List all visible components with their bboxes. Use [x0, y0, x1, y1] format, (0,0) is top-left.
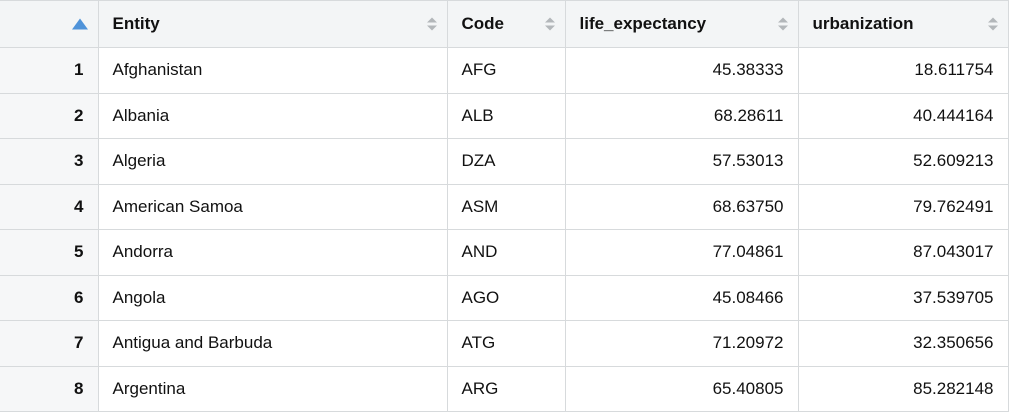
life-expectancy-cell: 77.04861 — [565, 229, 799, 276]
code-cell: AND — [447, 229, 566, 276]
entity-cell: Afghanistan — [98, 47, 448, 94]
row-number-cell: 3 — [0, 138, 99, 185]
code-cell: ASM — [447, 184, 566, 230]
life-expectancy-cell: 68.28611 — [565, 93, 799, 139]
urbanization-cell: 87.043017 — [798, 229, 1009, 276]
table-row[interactable]: 5 Andorra AND 77.04861 87.043017 — [0, 229, 1009, 276]
header-row: Entity Code life_expectancy urbanization — [0, 0, 1009, 48]
life-expectancy-cell: 71.20972 — [565, 320, 799, 367]
code-cell: AFG — [447, 47, 566, 94]
header-entity[interactable]: Entity — [98, 0, 448, 48]
entity-cell: American Samoa — [98, 184, 448, 230]
urbanization-cell: 79.762491 — [798, 184, 1009, 230]
sort-toggle-icon — [544, 17, 555, 31]
code-cell: AGO — [447, 275, 566, 321]
table-row[interactable]: 2 Albania ALB 68.28611 40.444164 — [0, 93, 1009, 139]
entity-cell: Argentina — [98, 366, 448, 412]
code-cell: DZA — [447, 138, 566, 185]
urbanization-cell: 85.282148 — [798, 366, 1009, 412]
header-urbanization[interactable]: urbanization — [798, 0, 1009, 48]
entity-cell: Angola — [98, 275, 448, 321]
life-expectancy-cell: 45.08466 — [565, 275, 799, 321]
row-number-cell: 6 — [0, 275, 99, 321]
header-life-expectancy[interactable]: life_expectancy — [565, 0, 799, 48]
table-row[interactable]: 3 Algeria DZA 57.53013 52.609213 — [0, 138, 1009, 185]
sort-toggle-icon — [987, 17, 998, 31]
entity-cell: Antigua and Barbuda — [98, 320, 448, 367]
table-row[interactable]: 7 Antigua and Barbuda ATG 71.20972 32.35… — [0, 320, 1009, 367]
life-expectancy-cell: 57.53013 — [565, 138, 799, 185]
code-cell: ALB — [447, 93, 566, 139]
table-row[interactable]: 6 Angola AGO 45.08466 37.539705 — [0, 275, 1009, 321]
entity-cell: Andorra — [98, 229, 448, 276]
urbanization-cell: 52.609213 — [798, 138, 1009, 185]
row-number-cell: 4 — [0, 184, 99, 230]
urbanization-cell: 40.444164 — [798, 93, 1009, 139]
life-expectancy-cell: 65.40805 — [565, 366, 799, 412]
row-number-cell: 1 — [0, 47, 99, 94]
header-row-number[interactable] — [0, 0, 99, 48]
sort-toggle-icon — [426, 17, 437, 31]
urbanization-cell: 32.350656 — [798, 320, 1009, 367]
code-cell: ARG — [447, 366, 566, 412]
life-expectancy-cell: 68.63750 — [565, 184, 799, 230]
header-code[interactable]: Code — [447, 0, 566, 48]
header-urbanization-label: urbanization — [812, 14, 914, 33]
sort-toggle-icon — [777, 17, 788, 31]
table-row[interactable]: 4 American Samoa ASM 68.63750 79.762491 — [0, 184, 1009, 230]
code-cell: ATG — [447, 320, 566, 367]
table-row[interactable]: 1 Afghanistan AFG 45.38333 18.611754 — [0, 47, 1009, 94]
urbanization-cell: 18.611754 — [798, 47, 1009, 94]
life-expectancy-cell: 45.38333 — [565, 47, 799, 94]
header-entity-label: Entity — [112, 14, 160, 33]
row-number-cell: 8 — [0, 366, 99, 412]
row-number-cell: 5 — [0, 229, 99, 276]
row-number-cell: 2 — [0, 93, 99, 139]
header-life-expectancy-label: life_expectancy — [579, 14, 707, 33]
row-number-cell: 7 — [0, 320, 99, 367]
table-row[interactable]: 8 Argentina ARG 65.40805 85.282148 — [0, 366, 1009, 412]
entity-cell: Algeria — [98, 138, 448, 185]
table-body: 1 Afghanistan AFG 45.38333 18.611754 2 A… — [0, 47, 1009, 412]
header-code-label: Code — [461, 14, 505, 33]
entity-cell: Albania — [98, 93, 448, 139]
sort-ascending-icon — [71, 18, 88, 30]
urbanization-cell: 37.539705 — [798, 275, 1009, 321]
table-header: Entity Code life_expectancy urbanization — [0, 0, 1009, 48]
